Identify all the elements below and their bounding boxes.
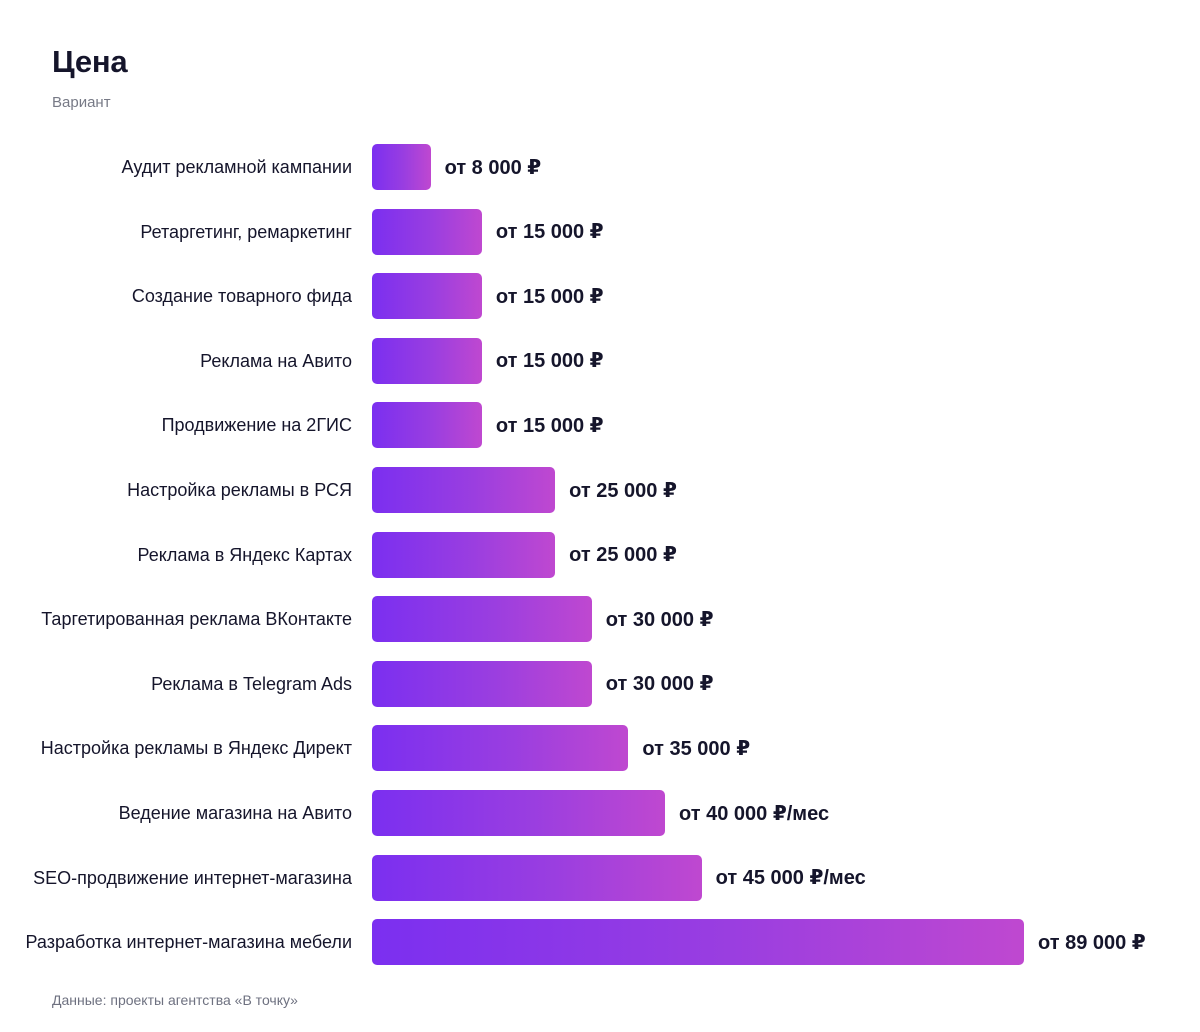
- category-label: Реклама в Telegram Ads: [151, 673, 352, 694]
- bar: [372, 854, 702, 901]
- category-label: Реклама в Яндекс Картах: [137, 544, 352, 565]
- category-label: SEO-продвижение интернет-магазина: [33, 867, 352, 888]
- value-label: от 30 000 ₽: [605, 673, 714, 696]
- bar: [372, 402, 482, 449]
- category-label: Аудит рекламной кампании: [121, 157, 352, 177]
- bar: [372, 790, 666, 836]
- category-label: Реклама на Авито: [200, 350, 352, 371]
- value-label: от 8 000 ₽: [444, 156, 542, 179]
- bar: [372, 531, 556, 578]
- bar: [372, 919, 1024, 966]
- value-label: от 15 000 ₽: [495, 414, 604, 437]
- value-label: от 45 000 ₽/мес: [715, 867, 866, 890]
- category-label: Настройка рекламы в РСЯ: [127, 480, 352, 500]
- value-label: от 25 000 ₽: [569, 479, 677, 502]
- category-label: Настройка рекламы в Яндекс Директ: [40, 738, 352, 759]
- category-label: Ведение магазина на Авито: [118, 803, 352, 823]
- chart-subtitle: Вариант: [52, 94, 111, 111]
- bar: [372, 144, 431, 190]
- value-label: от 15 000 ₽: [495, 285, 604, 308]
- bar: [372, 596, 592, 643]
- bar: [372, 337, 482, 384]
- bar: [372, 208, 482, 255]
- category-label: Таргетированная реклама ВКонтакте: [41, 609, 352, 630]
- value-label: от 40 000 ₽/мес: [679, 802, 830, 825]
- chart-title: Цена: [52, 44, 128, 79]
- value-label: от 89 000 ₽: [1038, 931, 1146, 954]
- category-label: Ретаргетинг, ремаркетинг: [140, 221, 352, 242]
- value-label: от 35 000 ₽: [642, 737, 751, 760]
- chart-source-note: Данные: проекты агентства «В точку»: [52, 992, 298, 1008]
- value-label: от 25 000 ₽: [569, 544, 677, 567]
- category-label: Разработка интернет-магазина мебели: [25, 932, 352, 953]
- bar: [372, 725, 629, 772]
- bar: [372, 273, 482, 320]
- value-label: от 15 000 ₽: [495, 221, 604, 244]
- bar: [372, 660, 592, 707]
- bar: [372, 467, 556, 513]
- category-label: Продвижение на 2ГИС: [161, 415, 352, 436]
- value-label: от 15 000 ₽: [495, 350, 604, 373]
- category-label: Создание товарного фида: [131, 286, 352, 307]
- value-label: от 30 000 ₽: [605, 608, 714, 631]
